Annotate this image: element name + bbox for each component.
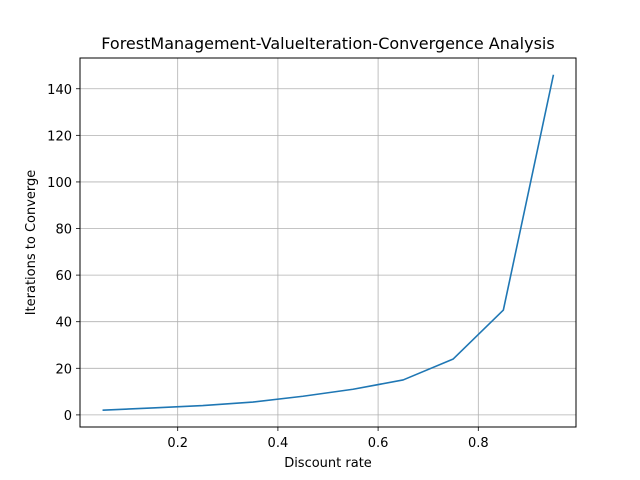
x-tick-label: 0.8 — [468, 436, 489, 451]
y-axis-label: Iterations to Converge — [24, 170, 39, 316]
chart-title: ForestManagement-ValueIteration-Converge… — [101, 34, 554, 53]
x-axis-label: Discount rate — [284, 456, 372, 471]
y-tick-label: 40 — [55, 316, 72, 331]
y-tick-label: 20 — [55, 362, 72, 377]
series-layer — [102, 74, 555, 412]
plot-frame — [79, 57, 577, 428]
y-tick-label: 0 — [64, 409, 72, 424]
y-tick-label: 80 — [55, 223, 72, 238]
y-axis: 0 20 40 60 80 100 120 140 — [47, 83, 80, 424]
series-line — [102, 74, 555, 412]
x-tick-label: 0.4 — [268, 436, 289, 451]
x-axis: 0.2 0.4 0.6 0.8 — [167, 427, 489, 451]
y-tick-label: 140 — [47, 83, 72, 98]
y-tick-label: 120 — [47, 129, 72, 144]
y-tick-label: 100 — [47, 176, 72, 191]
x-tick-label: 0.2 — [167, 436, 188, 451]
y-tick-label: 60 — [55, 269, 72, 284]
grid — [80, 58, 576, 427]
x-tick-label: 0.6 — [368, 436, 389, 451]
